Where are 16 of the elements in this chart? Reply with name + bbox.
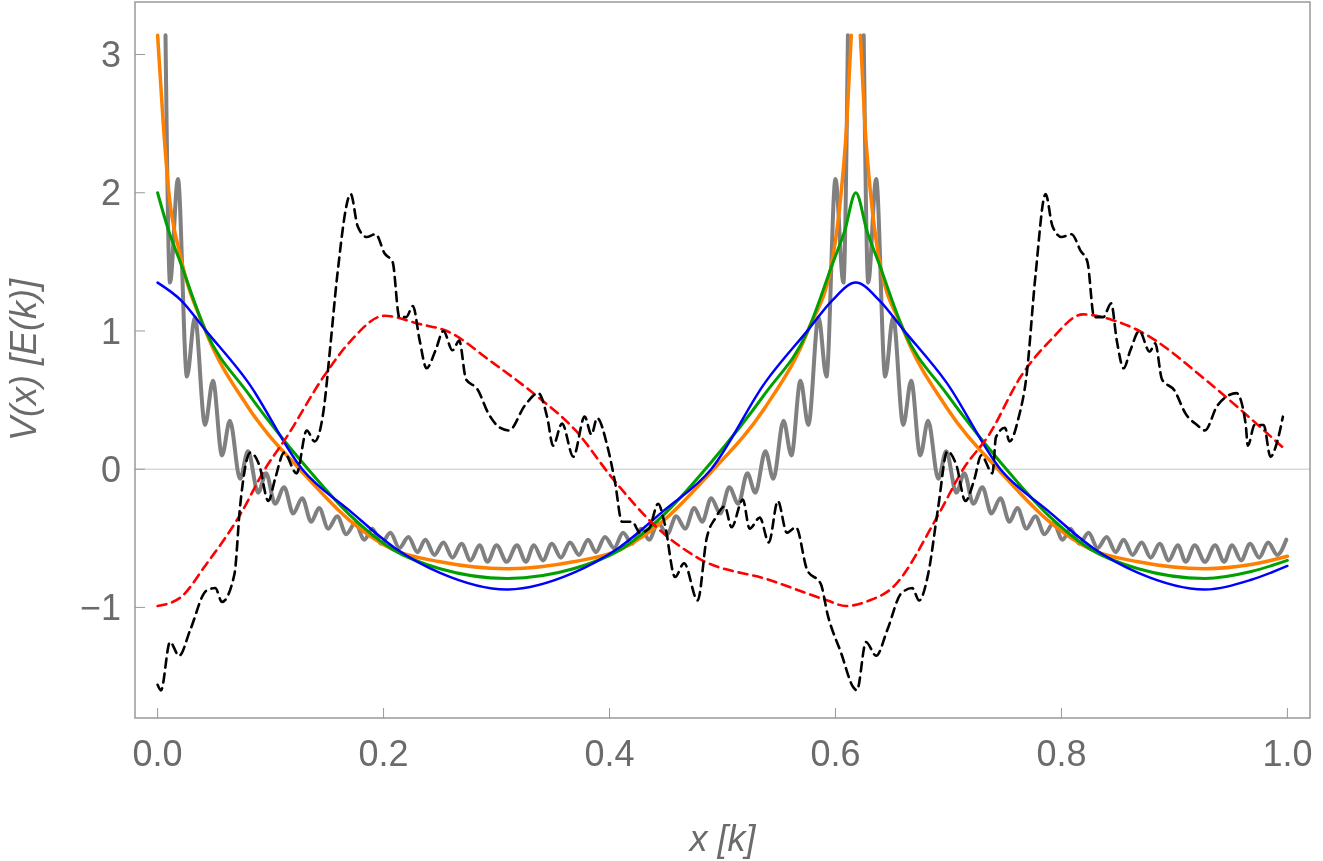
- x-tick-label: 0.0: [132, 733, 183, 774]
- x-tick-label: 1.0: [1262, 733, 1313, 774]
- x-axis-title: x [k]: [687, 818, 757, 859]
- x-tick-label: 0.4: [584, 733, 635, 774]
- x-tick-label: 0.6: [810, 733, 861, 774]
- y-tick-label: 1: [100, 310, 121, 352]
- y-tick-label: 3: [100, 34, 121, 76]
- y-tick-label: 2: [100, 172, 121, 214]
- y-tick-label: 0: [100, 448, 121, 490]
- x-tick-label: 0.8: [1036, 733, 1087, 774]
- line-series: [156, 313, 1286, 608]
- y-axis-title: V(x) [E(k)]: [3, 278, 44, 441]
- line-series: [156, 192, 1285, 692]
- x-tick-label: 0.2: [358, 733, 409, 774]
- line-series: [156, 281, 1289, 591]
- y-tick-label: −1: [79, 587, 121, 629]
